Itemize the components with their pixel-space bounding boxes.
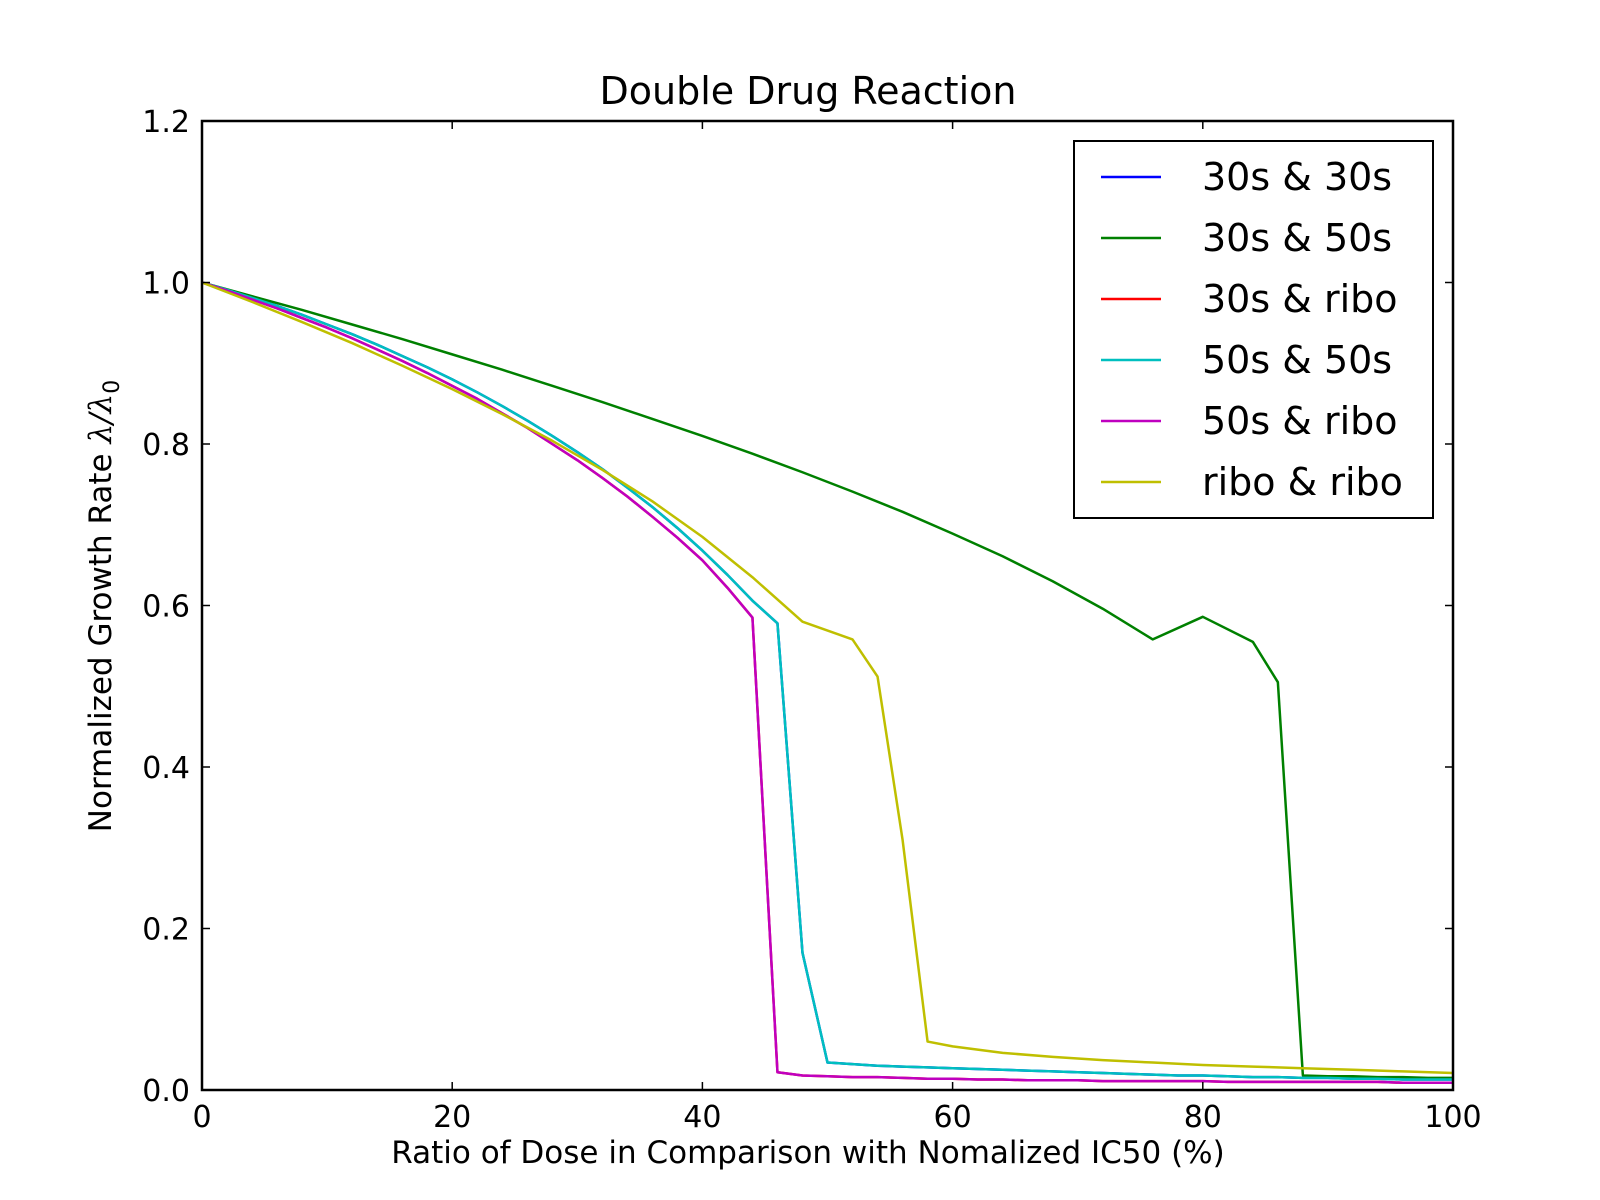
x-tick-label: 80 bbox=[1184, 1100, 1222, 1135]
y-tick-label: 1.0 bbox=[142, 267, 190, 302]
x-tick-label: 0 bbox=[192, 1100, 211, 1135]
y-axis-label: Normalized Growth Rate λ/λ0 bbox=[83, 380, 125, 832]
series-line-4 bbox=[201, 281, 1453, 1081]
legend-label: 30s & ribo bbox=[1202, 277, 1398, 321]
y-axis-label-subscript: 0 bbox=[100, 380, 125, 394]
x-tick-label: 40 bbox=[683, 1100, 721, 1135]
y-tick-label: 0.6 bbox=[142, 590, 190, 625]
legend-box bbox=[1073, 140, 1434, 519]
y-tick-label: 1.2 bbox=[142, 105, 190, 140]
legend: 30s & 30s 30s & 50s 30s & ribo 50s & 50s 50s… bbox=[1073, 140, 1434, 519]
chart-title: Double Drug Reaction bbox=[600, 69, 1017, 113]
plot-layer bbox=[201, 281, 1454, 1084]
legend-label: ribo & ribo bbox=[1202, 460, 1403, 504]
y-axis-label-symbol: λ/λ bbox=[83, 394, 119, 446]
x-tick-label: 20 bbox=[433, 1100, 471, 1135]
series-line-2 bbox=[201, 281, 1453, 1080]
y-tick-label: 0.4 bbox=[142, 751, 190, 786]
tick-layer: 0 20 40 60 80 100 0.0 0.2 0.4 0.6 0.8 1.0 1.2 bbox=[142, 105, 1481, 1135]
y-tick-label: 0.8 bbox=[142, 428, 190, 463]
legend-label: 50s & ribo bbox=[1202, 399, 1398, 443]
legend-label: 50s & 50s bbox=[1202, 338, 1392, 382]
legend-label: 30s & 50s bbox=[1202, 216, 1392, 260]
series-line-6 bbox=[201, 281, 1454, 1075]
legend-label: 30s & 30s bbox=[1202, 155, 1392, 199]
y-axis-label-text: Normalized Growth Rate bbox=[83, 444, 119, 833]
x-tick-label: 100 bbox=[1424, 1100, 1481, 1135]
y-tick-label: 0.2 bbox=[142, 913, 190, 948]
series-line-5 bbox=[201, 281, 1453, 1084]
x-axis-label: Ratio of Dose in Comparison with Nomaliz… bbox=[391, 1135, 1224, 1171]
y-tick-label: 0.0 bbox=[142, 1074, 190, 1109]
x-tick-label: 60 bbox=[934, 1100, 972, 1135]
